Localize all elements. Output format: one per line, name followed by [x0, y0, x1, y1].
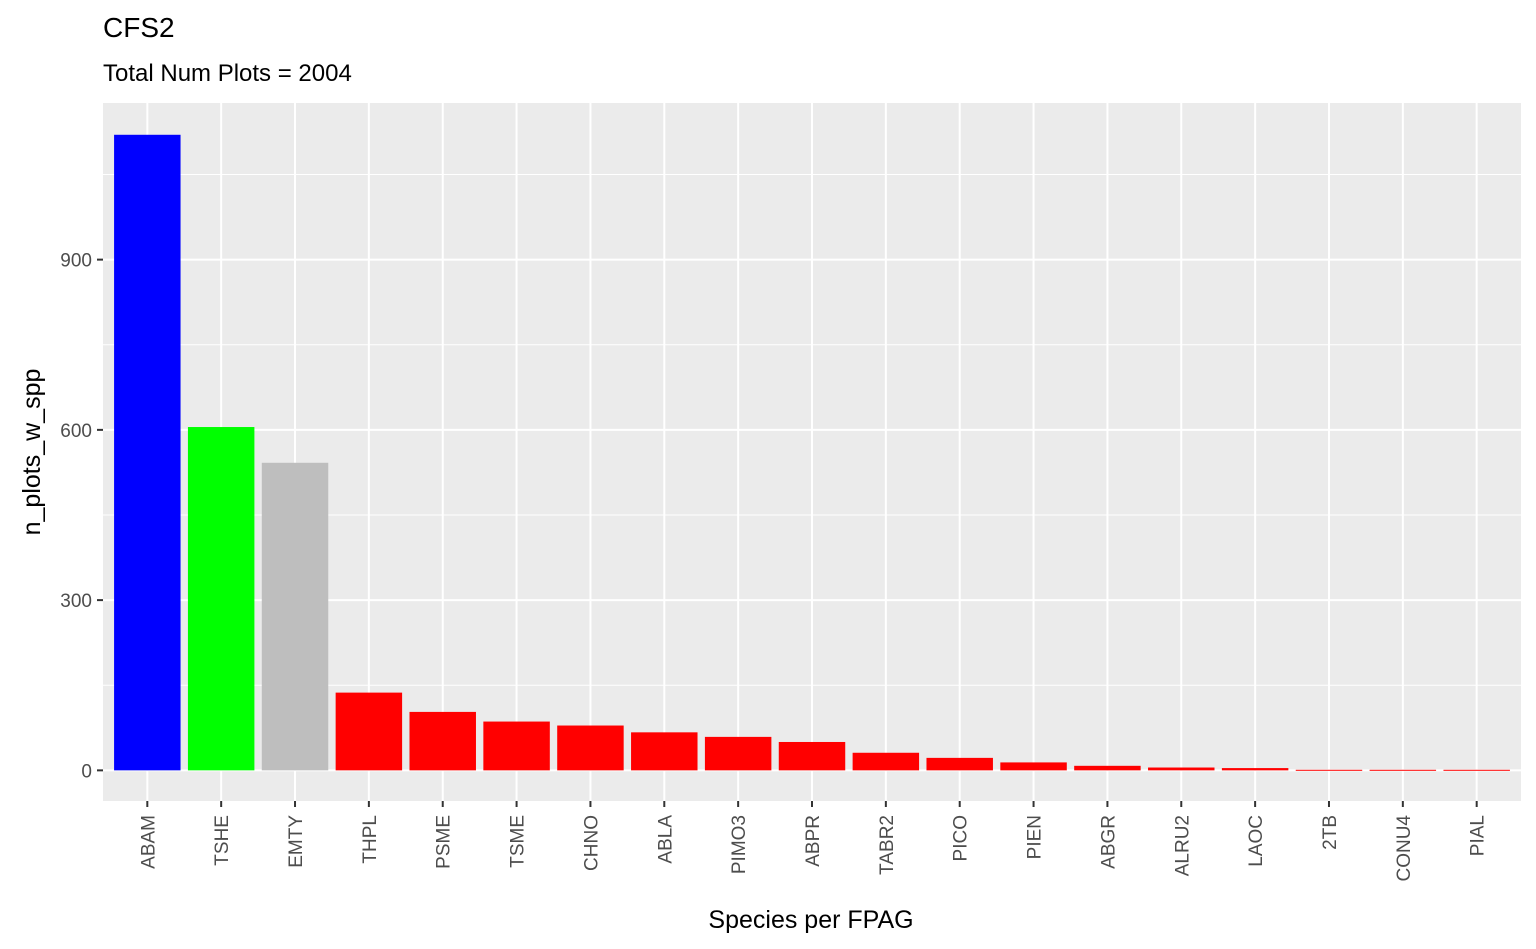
y-tick-label: 600 — [60, 421, 92, 442]
bars — [114, 134, 1510, 771]
chart-title: CFS2 — [103, 12, 175, 43]
x-tick-label: TABR2 — [877, 815, 898, 875]
x-tick-label: THPL — [360, 815, 381, 864]
bar-LAOC — [1221, 768, 1289, 771]
x-axis: ABAM TSHE EMTY THPL PSME TSME CHNO ABLA PIMO3 ABP… — [138, 801, 1489, 882]
x-tick-label: ALRU2 — [1172, 815, 1193, 876]
chart-subtitle: Total Num Plots = 2004 — [103, 60, 352, 87]
x-axis-title: Species per FPAG — [708, 906, 913, 934]
x-tick-label: TSHE — [212, 815, 233, 866]
x-tick-label: PIMO3 — [729, 815, 750, 874]
bar-CHNO — [557, 725, 624, 771]
bar-CONU4 — [1369, 769, 1437, 771]
x-tick-label: ABAM — [138, 815, 159, 869]
bar-ALRU2 — [1148, 767, 1215, 771]
bar-PICO — [926, 757, 993, 771]
bar-TSME — [483, 721, 550, 771]
x-tick-label: 2TB — [1320, 815, 1341, 850]
x-tick-label: PIEN — [1025, 815, 1046, 859]
x-tick-label: PSME — [434, 815, 455, 869]
x-tick-label: PICO — [951, 815, 972, 861]
bar-THPL — [335, 692, 403, 771]
x-tick-label: EMTY — [286, 815, 307, 868]
bar-ABAM — [114, 134, 181, 771]
bar-PSME — [409, 711, 476, 771]
x-tick-label: CONU4 — [1394, 815, 1415, 882]
x-tick-label: CHNO — [581, 815, 602, 871]
x-tick-label: ABPR — [803, 815, 824, 867]
bar-ABLA — [631, 732, 698, 771]
y-tick-label: 0 — [81, 761, 92, 782]
x-tick-label: ABGR — [1098, 815, 1119, 869]
bar-ABGR — [1074, 765, 1141, 771]
bar-ABPR — [778, 741, 846, 771]
y-axis-title: n_plots_w_spp — [18, 369, 46, 536]
x-tick-label: PIAL — [1468, 815, 1489, 856]
x-tick-label: LAOC — [1246, 815, 1267, 867]
bar-PIEN — [1000, 762, 1067, 771]
bar-PIMO3 — [704, 736, 772, 771]
x-tick-label: ABLA — [655, 815, 676, 864]
y-axis: 0 300 600 900 — [60, 251, 103, 782]
bar-TABR2 — [852, 752, 920, 771]
bar-PIAL — [1443, 769, 1510, 771]
x-tick-label: TSME — [508, 815, 529, 868]
bar-2TB — [1295, 769, 1363, 771]
y-tick-label: 900 — [60, 251, 92, 272]
bar-TSHE — [187, 427, 255, 771]
y-tick-label: 300 — [60, 591, 92, 612]
bar-EMTY — [261, 462, 329, 771]
